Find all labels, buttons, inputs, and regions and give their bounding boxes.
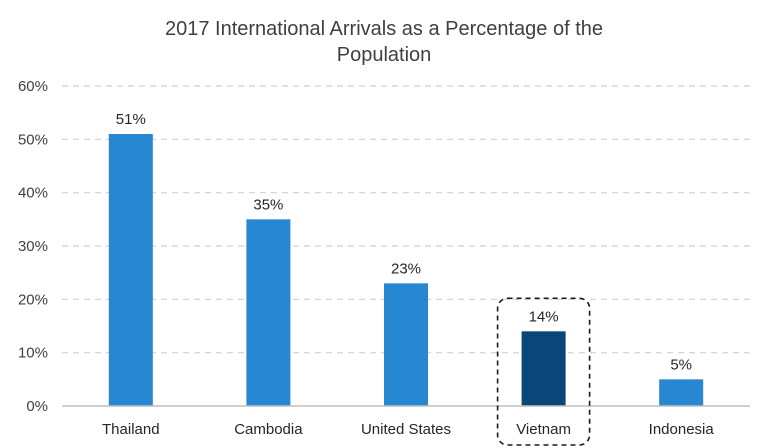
bar-cambodia — [246, 219, 291, 406]
value-label: 14% — [529, 308, 559, 325]
y-tick-label: 0% — [26, 398, 48, 415]
bar-thailand — [108, 134, 153, 406]
bar-indonesia — [659, 379, 704, 406]
value-label: 23% — [391, 260, 421, 277]
chart-title-line-1: 2017 International Arrivals as a Percent… — [165, 18, 603, 40]
y-tick-label: 50% — [18, 131, 48, 148]
y-tick-label: 30% — [18, 238, 48, 255]
gridlines — [62, 85, 750, 354]
y-tick-label: 60% — [18, 78, 48, 95]
bars — [108, 134, 704, 406]
category-label: United States — [361, 421, 451, 438]
value-label: 51% — [116, 111, 146, 128]
category-label: Vietnam — [516, 421, 571, 438]
value-label: 5% — [670, 356, 692, 373]
bar-united-states — [384, 283, 428, 406]
y-tick-label: 10% — [18, 345, 48, 362]
value-label: 35% — [253, 196, 283, 213]
category-label: Indonesia — [649, 421, 715, 438]
y-axis-ticks: 0% 10% 20% 30% 40% 50% 60% — [18, 78, 48, 415]
category-labels: Thailand Cambodia United States Vietnam Indo… — [102, 421, 714, 438]
bar-vietnam — [521, 331, 566, 406]
category-label: Cambodia — [234, 421, 303, 438]
y-tick-label: 20% — [18, 291, 48, 308]
category-label: Thailand — [102, 421, 160, 438]
value-labels: 51% 35% 23% 14% 5% — [116, 111, 692, 373]
y-tick-label: 40% — [18, 185, 48, 202]
highlight-box — [496, 297, 591, 446]
chart-title-line-2: Population — [337, 44, 432, 66]
